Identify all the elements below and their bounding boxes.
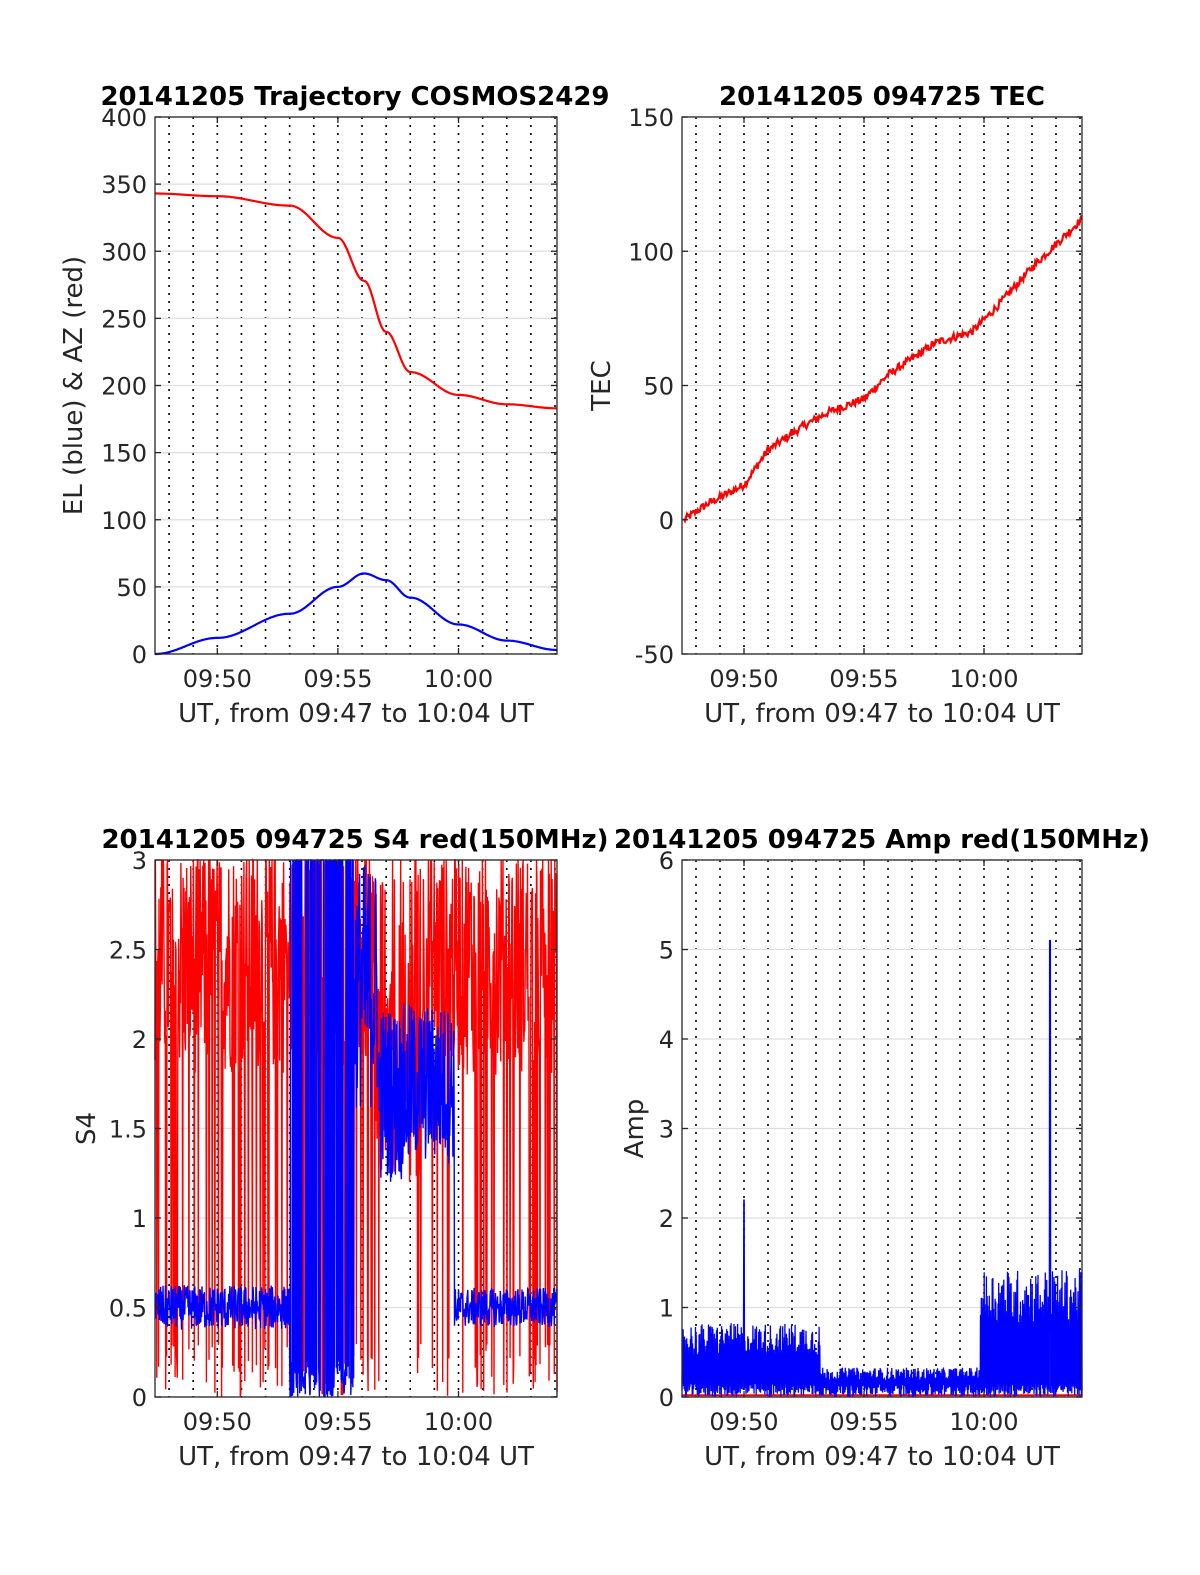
x-axis-label: UT, from 09:47 to 10:04 UT <box>704 1442 1060 1472</box>
series-line <box>155 192 557 410</box>
y-tick-label: 0 <box>659 1384 674 1412</box>
x-tick-label: 09:55 <box>829 1408 898 1436</box>
y-tick-label: 100 <box>628 238 674 266</box>
y-tick-label: 150 <box>628 104 674 132</box>
y-tick-label: 1 <box>659 1295 674 1323</box>
y-tick-label: 2 <box>132 1026 147 1054</box>
trajectory-panel: 09:50 09:55 10:00050100150200250300350400 … <box>59 82 610 729</box>
x-tick-label: 09:50 <box>709 1408 778 1436</box>
y-tick-label: 0 <box>132 1384 147 1412</box>
series-line <box>155 572 557 656</box>
y-tick-label: 1.5 <box>109 1116 147 1144</box>
ticks: 09:50 09:55 10:00 -50 0 50 100 150 <box>628 104 1082 693</box>
tec-panel: 09:50 09:55 10:00 -50 0 50 100 150 20141205 094… <box>587 82 1083 729</box>
x-tick-label: 09:55 <box>303 665 372 693</box>
x-tick-label: 09:50 <box>183 665 252 693</box>
ticks: 09:50 09:55 10:00 0 50 100 150 200 250 300 350 400 <box>101 104 557 693</box>
chart-title: 20141205 094725 TEC <box>719 82 1045 112</box>
y-tick-label: 100 <box>101 507 147 535</box>
x-axis-label: UT, from 09:47 to 10:04 UT <box>704 699 1060 729</box>
y-tick-label: 6 <box>659 847 674 875</box>
y-tick-label: 5 <box>659 937 674 965</box>
series-line <box>154 859 558 1397</box>
x-tick-label: 10:00 <box>949 1408 1018 1436</box>
x-tick-label: 09:55 <box>829 665 898 693</box>
y-axis-label: EL (blue) & AZ (red) <box>59 256 89 515</box>
y-tick-label: 200 <box>101 373 147 401</box>
y-tick-label: 3 <box>132 847 147 875</box>
y-tick-label: 150 <box>101 440 147 468</box>
y-tick-label: 2.5 <box>109 937 147 965</box>
y-tick-label: 400 <box>101 104 147 132</box>
x-tick-label: 09:50 <box>183 1408 252 1436</box>
plot-area <box>154 858 558 1397</box>
amp-panel: 09:50 09:55 10:00 0 1 2 3 4 5 6 20141205 094725 A… <box>614 825 1150 1472</box>
y-tick-label: 250 <box>101 305 147 333</box>
x-tick-label: 09:55 <box>303 1408 372 1436</box>
y-tick-label: 4 <box>659 1026 674 1054</box>
y-tick-label: 300 <box>101 238 147 266</box>
x-tick-label: 10:00 <box>949 665 1018 693</box>
y-axis-label: S4 <box>72 1112 102 1145</box>
ticks: 09:50 09:55 10:00 0 0.5 1 1.5 2 2.5 3 <box>109 847 557 1436</box>
series-line <box>154 858 558 1397</box>
y-tick-label: 0.5 <box>109 1295 147 1323</box>
y-tick-label: 1 <box>132 1205 147 1233</box>
chart-title: 20141205 Trajectory COSMOS2429 <box>100 82 609 112</box>
y-tick-label: 50 <box>643 373 674 401</box>
y-tick-label: 0 <box>659 507 674 535</box>
y-tick-label: 3 <box>659 1116 674 1144</box>
plot-area <box>681 939 1083 1398</box>
chart-title: 20141205 094725 S4 red(150MHz) <box>101 825 608 855</box>
x-tick-label: 10:00 <box>424 1408 493 1436</box>
y-axis-label: TEC <box>587 360 617 411</box>
x-tick-label: 09:50 <box>709 665 778 693</box>
series-line <box>681 939 1083 1398</box>
y-tick-label: -50 <box>635 641 674 669</box>
y-tick-label: 50 <box>116 574 147 602</box>
s4-panel: 09:50 09:55 10:00 0 0.5 1 1.5 2 2.5 3 20141205 09… <box>72 825 609 1472</box>
ticks: 09:50 09:55 10:00 0 1 2 3 4 5 6 <box>659 847 1082 1436</box>
chart-title: 20141205 094725 Amp red(150MHz) <box>614 825 1150 855</box>
x-axis-label: UT, from 09:47 to 10:04 UT <box>178 699 534 729</box>
plot-area <box>682 215 1083 524</box>
series-line <box>682 215 1083 524</box>
y-tick-label: 2 <box>659 1205 674 1233</box>
plot-area <box>155 192 557 656</box>
y-axis-label: Amp <box>620 1099 650 1159</box>
y-tick-label: 0 <box>132 641 147 669</box>
y-tick-label: 350 <box>101 171 147 199</box>
x-axis-label: UT, from 09:47 to 10:04 UT <box>178 1442 534 1472</box>
x-tick-label: 10:00 <box>424 665 493 693</box>
